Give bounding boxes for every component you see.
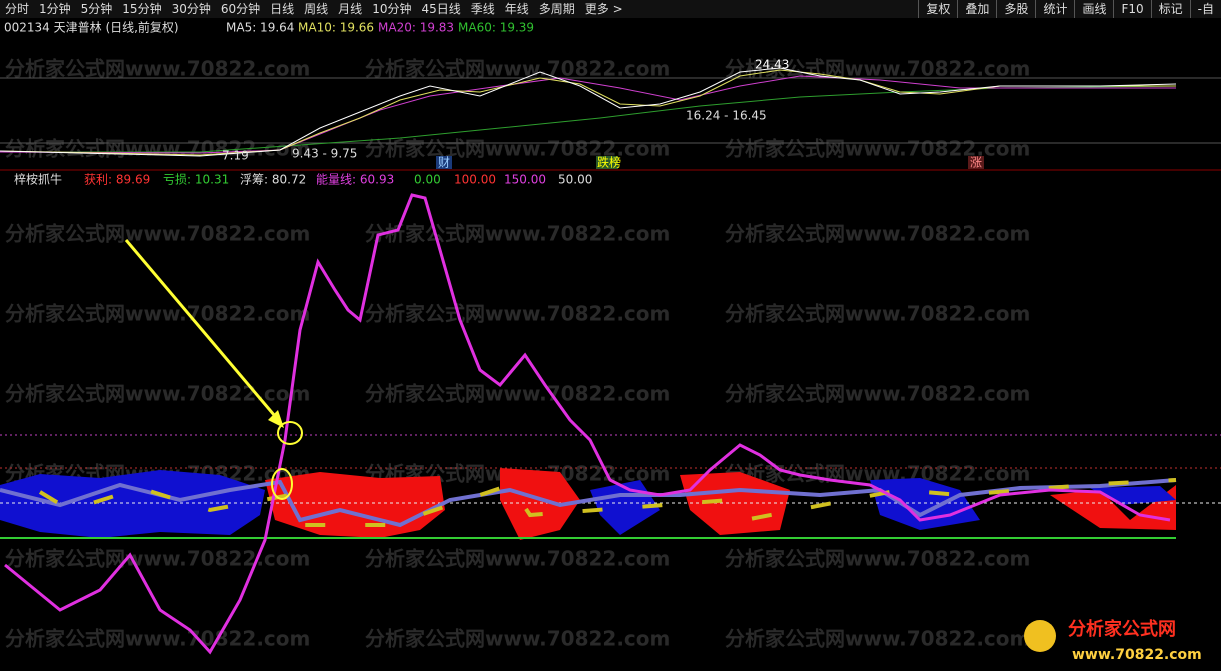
highlight — [271, 468, 293, 500]
period-tab[interactable]: 5分钟 — [80, 2, 113, 16]
loss-label: 亏损: 10.31 — [163, 173, 229, 187]
toolbar: 分时 1分钟 5分钟 15分钟 30分钟 60分钟 日线 周线 月线 10分钟 45日线 季线 年线 多周… — [0, 0, 1221, 18]
ma5-label: MA5: 19.64 — [226, 21, 294, 35]
red-area — [265, 468, 1176, 540]
watermark: 分析家公式网www.70822.com — [725, 222, 1030, 246]
logo-icon — [1024, 620, 1056, 652]
watermark: 分析家公式网www.70822.com — [365, 137, 670, 161]
watermark: 分析家公式网www.70822.com — [365, 382, 670, 406]
float-label: 浮筹: 80.72 — [240, 173, 306, 187]
arrow-head — [268, 410, 284, 428]
marker: 财 — [438, 156, 450, 170]
watermark: 分析家公式网www.70822.com — [365, 302, 670, 326]
period-tab[interactable]: 1分钟 — [39, 2, 71, 16]
tool-button[interactable]: 统计 — [1035, 0, 1074, 18]
period-tab[interactable]: 多周期 — [538, 2, 575, 16]
logo-url: www.70822.com — [1072, 647, 1202, 663]
tool-button[interactable]: 叠加 — [957, 0, 996, 18]
watermark: 分析家公式网www.70822.com — [725, 627, 1030, 651]
ma20-line — [0, 75, 1176, 154]
period-tab[interactable]: 日线 — [270, 2, 295, 16]
energy-line — [4, 193, 1171, 655]
watermark: 分析家公式网www.70822.com — [5, 382, 310, 406]
arrow — [124, 239, 282, 423]
tool-button[interactable]: 画线 — [1074, 0, 1113, 18]
watermark: 分析家公式网www.70822.com — [725, 302, 1030, 326]
band-line — [0, 478, 1177, 528]
watermark: 分析家公式网www.70822.com — [365, 627, 670, 651]
watermark: 分析家公式网www.70822.com — [365, 222, 670, 246]
ma20-label: MA20: 19.83 — [378, 21, 454, 35]
period-tab[interactable]: 60分钟 — [220, 2, 261, 16]
logo-title: 分析家公式网 — [1068, 618, 1176, 640]
period-tabs: 分时 1分钟 5分钟 15分钟 30分钟 60分钟 日线 周线 月线 10分钟 45日线 季线 年线 多周… — [0, 0, 628, 18]
period-tab[interactable]: 季线 — [470, 2, 495, 16]
marker-box — [596, 156, 618, 169]
marker: 跌榜 — [597, 155, 621, 170]
watermark: 分析家公式网www.70822.com — [365, 57, 670, 81]
watermark: 分析家公式网www.70822.com — [725, 547, 1030, 571]
marker-box — [968, 156, 984, 169]
period-tab[interactable]: 周线 — [304, 2, 329, 16]
tool-button[interactable]: 标记 — [1150, 0, 1190, 18]
watermark: 分析家公式网www.70822.com — [725, 382, 1030, 406]
highlight — [277, 421, 303, 445]
profit-label: 获利: 89.69 — [84, 173, 150, 187]
period-tab[interactable]: 更多 > — [584, 2, 623, 16]
period-tab[interactable]: 15分钟 — [122, 2, 162, 16]
period-tab[interactable]: 月线 — [338, 2, 363, 16]
watermark: 分析家公式网www.70822.com — [5, 627, 310, 651]
watermark: 分析家公式网www.70822.com — [725, 137, 1030, 161]
indicator-name: 梓桉抓牛 — [14, 172, 62, 187]
range-label: 9.43 - 9.75 — [292, 147, 357, 161]
ma60-label: MA60: 19.39 — [458, 21, 534, 35]
range-label: 16.24 - 16.45 — [686, 109, 767, 123]
ma60-line — [0, 85, 1177, 153]
tool-button[interactable]: 复权 — [918, 0, 957, 18]
watermark: 分析家公式网www.70822.com — [5, 137, 310, 161]
stock-label: 002134 天津普林 (日线,前复权) — [4, 20, 179, 35]
tool-button[interactable]: F10 — [1113, 0, 1150, 18]
watermarks: 分析家公式网www.70822.com 分析家公式网www.70822.com 分析… — [5, 57, 1030, 651]
watermark: 分析家公式网www.70822.com — [5, 547, 310, 571]
watermark: 分析家公式网www.70822.com — [365, 547, 670, 571]
period-tab[interactable]: 30分钟 — [171, 2, 211, 16]
band-line — [38, 478, 1177, 527]
level-label: 100.00 — [454, 173, 496, 187]
tool-buttons: 复权 叠加 多股 统计 画线 F10 标记 -自 — [918, 0, 1221, 18]
period-tab[interactable]: 10分钟 — [372, 2, 412, 16]
watermark: 分析家公式网www.70822.com — [5, 57, 310, 81]
tool-button[interactable]: -自 — [1189, 0, 1221, 18]
period-tab[interactable]: 分时 — [5, 2, 30, 16]
watermark: 分析家公式网www.70822.com — [5, 222, 310, 246]
energy-label: 能量线: 60.93 — [316, 173, 394, 187]
ma10-label: MA10: 19.66 — [298, 21, 374, 35]
level-label: 150.00 — [504, 173, 546, 187]
blue-area — [590, 478, 1176, 535]
marker-box — [436, 156, 452, 169]
ma5-line — [0, 67, 1177, 157]
marker: 涨 — [970, 155, 982, 170]
low-label: 7.19 — [222, 149, 249, 163]
period-tab[interactable]: 年线 — [504, 2, 529, 16]
blue-area — [0, 470, 265, 538]
level-label: 0.00 — [414, 173, 441, 187]
watermark: 分析家公式网www.70822.com — [5, 302, 310, 326]
level-label: 50.00 — [558, 173, 592, 187]
tool-button[interactable]: 多股 — [996, 0, 1035, 18]
period-tab[interactable]: 45日线 — [421, 2, 461, 16]
high-label: 24.43 — [755, 58, 789, 72]
